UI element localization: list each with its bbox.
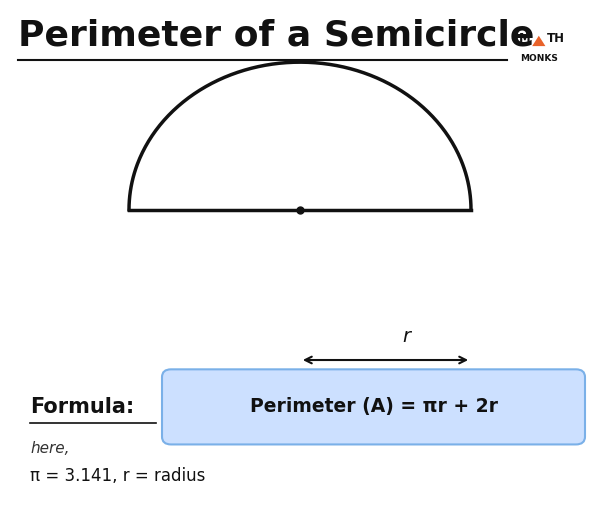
FancyBboxPatch shape [162,369,585,444]
Text: r: r [402,326,410,346]
Text: here,: here, [30,441,70,455]
Polygon shape [532,36,545,46]
Text: Perimeter (A) = πr + 2r: Perimeter (A) = πr + 2r [250,397,497,416]
Text: MONKS: MONKS [520,54,558,63]
Text: Perimeter of a Semicircle: Perimeter of a Semicircle [18,18,535,52]
Text: π = 3.141, r = radius: π = 3.141, r = radius [30,467,205,484]
Text: Formula:: Formula: [30,397,134,416]
Text: TH: TH [547,32,565,46]
Text: M: M [519,32,531,46]
